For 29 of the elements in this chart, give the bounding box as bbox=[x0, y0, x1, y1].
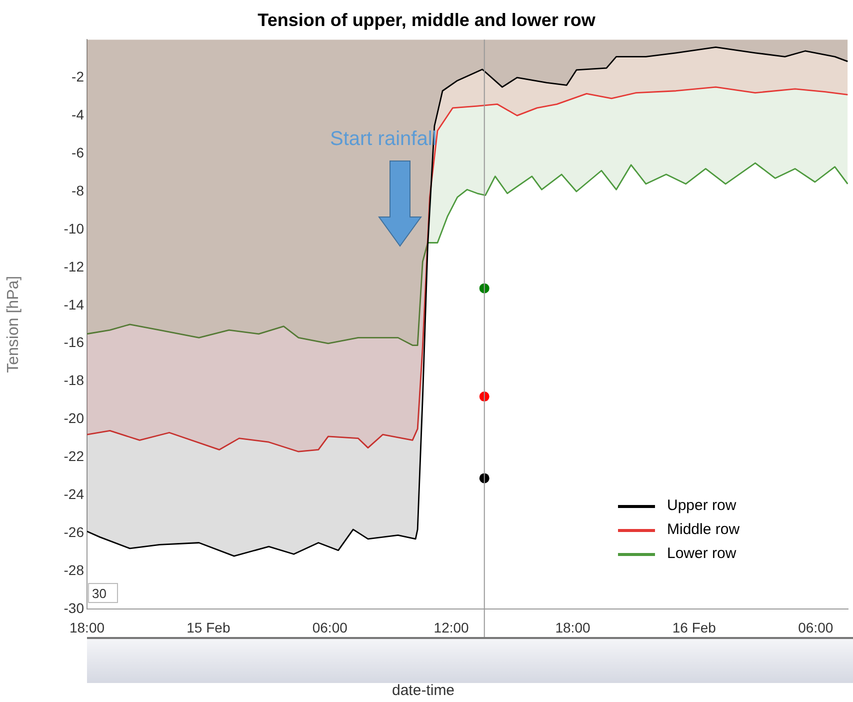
x-tick-label: 06:00 bbox=[798, 619, 834, 636]
x-tick-label: 18:00 bbox=[69, 619, 105, 636]
chart-title: Tension of upper, middle and lower row bbox=[258, 10, 596, 30]
y-tick-label: -22 bbox=[64, 448, 84, 464]
y-tick-label: -12 bbox=[64, 258, 84, 274]
y-tick-label: -16 bbox=[64, 334, 84, 350]
x-tick-label: 06:00 bbox=[312, 619, 348, 636]
legend-label: Lower row bbox=[667, 544, 736, 564]
x-tick-label: 18:00 bbox=[555, 619, 590, 636]
y-tick-label: -26 bbox=[64, 524, 84, 540]
x-tick-label: 15 Feb bbox=[186, 619, 230, 636]
annotation: 30 bbox=[88, 583, 118, 603]
legend-label: Upper row bbox=[667, 496, 736, 516]
y-tick-label: -24 bbox=[64, 486, 84, 502]
y-axis-title: Tension [hPa] bbox=[5, 276, 22, 373]
y-tick-label: -2 bbox=[72, 68, 84, 84]
y-tick-label: -4 bbox=[72, 106, 84, 122]
y-tick-label: -30 bbox=[64, 600, 84, 616]
y-tick-label: -8 bbox=[72, 182, 84, 198]
y-tick-label: -14 bbox=[64, 296, 84, 312]
y-tick-label: -6 bbox=[72, 144, 84, 160]
x-tick-label: 16 Feb bbox=[672, 619, 716, 636]
x-axis-title: date-time bbox=[392, 682, 455, 699]
y-tick-label: -20 bbox=[64, 410, 84, 426]
x-tick-label: 12:00 bbox=[434, 619, 470, 636]
y-tick-label: -10 bbox=[64, 220, 84, 236]
y-tick-label: -28 bbox=[64, 562, 84, 578]
legend-label: Middle row bbox=[667, 520, 740, 540]
y-tick-label: -18 bbox=[64, 372, 84, 388]
